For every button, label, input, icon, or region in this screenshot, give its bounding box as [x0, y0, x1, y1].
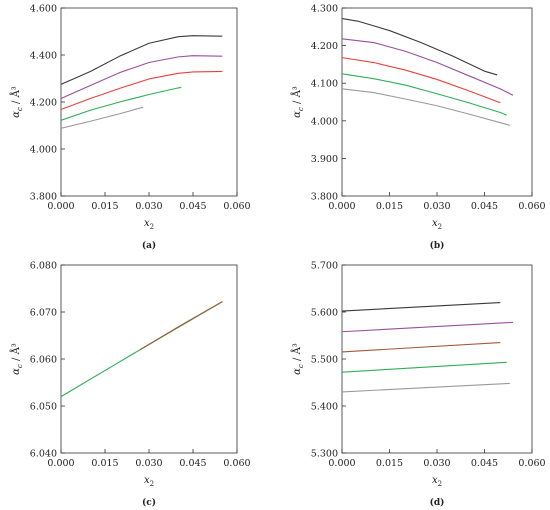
series-line-4	[60, 86, 182, 121]
panel-label: (a)	[142, 240, 156, 251]
x-tick-label: 0.060	[223, 458, 250, 469]
series-line-5	[341, 88, 510, 126]
y-tick-label: 4.600	[30, 4, 57, 15]
y-tick-label: 6.060	[30, 355, 57, 366]
y-axis-label-subscript: c	[16, 107, 24, 111]
y-axis-label-subscript: c	[297, 364, 305, 368]
y-tick-label: 4.300	[311, 4, 338, 15]
panel-label: (d)	[430, 497, 445, 508]
panel-label: (b)	[430, 240, 445, 251]
y-tick-label: 3.800	[30, 192, 57, 203]
x-tick-label: 0.060	[223, 201, 250, 212]
series-line-1	[341, 302, 501, 312]
x-axis-label-main: x	[144, 218, 150, 229]
y-axis-label: αc / Å³	[291, 343, 305, 375]
x-axis-label: x2	[432, 218, 442, 231]
x-tick-label: 0.060	[518, 201, 545, 212]
series-line-2	[139, 301, 223, 351]
x-axis-label-subscript: 2	[150, 480, 154, 488]
y-tick-label: 5.300	[311, 449, 338, 460]
series-line-5	[341, 382, 510, 393]
series-line-2	[341, 38, 514, 96]
series-line-1	[60, 35, 223, 85]
y-tick-label: 5.600	[311, 308, 338, 319]
x-tick-label: 0.030	[135, 458, 162, 469]
y-tick-label: 5.400	[311, 402, 338, 413]
x-axis-label: x2	[144, 218, 154, 231]
y-axis-label-main: α	[11, 111, 22, 118]
x-tick-label: 0.030	[135, 201, 162, 212]
x-tick-label: 0.015	[91, 458, 118, 469]
y-tick-label: 4.200	[30, 98, 57, 109]
x-axis-label-main: x	[144, 475, 150, 486]
x-tick-label: 0.000	[328, 201, 355, 212]
x-axis-label-subscript: 2	[438, 223, 442, 231]
y-tick-label: 5.700	[311, 261, 338, 272]
x-tick-label: 0.045	[179, 201, 206, 212]
y-tick-label: 3.900	[311, 154, 338, 165]
series-line-2	[60, 55, 223, 99]
x-tick-label: 0.015	[376, 201, 403, 212]
x-tick-label: 0.045	[179, 458, 206, 469]
x-tick-label: 0.045	[471, 458, 498, 469]
x-axis-label-main: x	[432, 218, 438, 229]
series-line-5	[60, 106, 144, 129]
series-line-3	[60, 70, 223, 111]
plot-frame	[341, 7, 533, 197]
panel-label: (c)	[142, 497, 156, 508]
series-line-3	[341, 342, 501, 353]
x-axis-label-subscript: 2	[438, 480, 442, 488]
x-tick-label: 0.000	[328, 458, 355, 469]
x-tick-label: 0.030	[423, 201, 450, 212]
x-tick-label: 0.060	[518, 458, 545, 469]
y-axis-label: αc / Å³	[291, 86, 305, 118]
series-line-2	[341, 321, 514, 333]
x-tick-label: 0.015	[376, 458, 403, 469]
y-tick-label: 3.800	[311, 192, 338, 203]
y-tick-label: 6.070	[30, 308, 57, 319]
x-tick-label: 0.030	[423, 458, 450, 469]
y-tick-label: 4.100	[311, 79, 338, 90]
series-line-1	[341, 17, 498, 76]
y-tick-label: 6.080	[30, 261, 57, 272]
y-tick-label: 4.200	[311, 41, 338, 52]
x-tick-label: 0.045	[471, 201, 498, 212]
y-axis-label-subscript: c	[16, 364, 24, 368]
x-axis-label: x2	[144, 475, 154, 488]
y-axis-label: αc / Å³	[10, 343, 24, 375]
y-axis-label-main: α	[292, 111, 303, 118]
chart-panel-1: 0.000 0.015 0.030 0.045 0.060 3.800 4.000 4.200…	[10, 4, 251, 252]
y-axis-label-unit: / Å³	[291, 343, 303, 364]
x-axis-label-subscript: 2	[150, 223, 154, 231]
chart-panel-4: 0.000 0.015 0.030 0.045 0.060 5.300 5.400 5.500…	[291, 261, 546, 509]
y-tick-label: 4.000	[311, 116, 338, 127]
x-axis-label: x2	[432, 475, 442, 488]
y-axis-label-unit: / Å³	[291, 86, 303, 107]
y-tick-label: 5.500	[311, 355, 338, 366]
plot-frame	[341, 264, 533, 454]
series-line-3	[341, 57, 501, 104]
y-axis-label-subscript: c	[297, 107, 305, 111]
y-tick-label: 6.040	[30, 449, 57, 460]
series-line-4	[341, 361, 507, 373]
y-tick-label: 6.050	[30, 402, 57, 413]
y-axis-label-unit: / Å³	[10, 343, 22, 364]
x-axis-label-main: x	[432, 475, 438, 486]
x-tick-label: 0.000	[47, 201, 74, 212]
y-tick-label: 4.400	[30, 51, 57, 62]
y-axis-label: αc / Å³	[10, 86, 24, 118]
chart-panel-3: 0.000 0.015 0.030 0.045 0.060 6.040 6.050 6.060…	[10, 261, 251, 509]
y-tick-label: 4.000	[30, 145, 57, 156]
x-tick-label: 0.015	[91, 201, 118, 212]
y-axis-label-main: α	[11, 368, 22, 375]
chart-panel-2: 0.000 0.015 0.030 0.045 0.060 3.800 3.900 4.000…	[291, 4, 546, 252]
plot-frame	[60, 264, 238, 454]
series-line-4	[341, 73, 507, 116]
x-tick-label: 0.000	[47, 458, 74, 469]
y-axis-label-unit: / Å³	[10, 86, 22, 107]
y-axis-label-main: α	[292, 368, 303, 375]
